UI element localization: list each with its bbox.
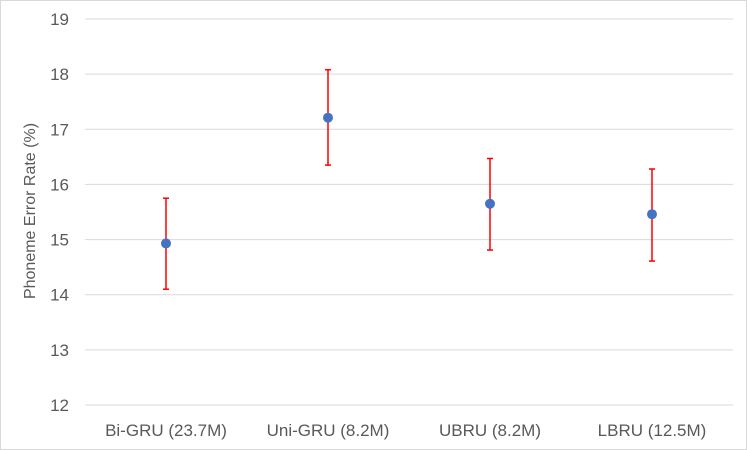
data-point-4	[647, 209, 657, 220]
y-tick-labels: 12 13 14 15 16 17 18 19	[50, 10, 69, 415]
y-tick-label-15: 15	[50, 231, 69, 250]
y-tick-label-19: 19	[50, 10, 69, 29]
y-tick-label-18: 18	[50, 65, 69, 84]
x-tick-label-2: Uni-GRU (8.2M)	[267, 421, 390, 440]
y-tick-label-16: 16	[50, 175, 69, 194]
x-tick-label-3: UBRU (8.2M)	[439, 421, 541, 440]
y-tick-label-14: 14	[50, 286, 69, 305]
data-point-3	[485, 198, 495, 209]
data-point-2	[323, 112, 333, 123]
y-tick-label-12: 12	[50, 396, 69, 415]
data-point-1	[161, 238, 171, 249]
x-tick-label-4: LBRU (12.5M)	[598, 421, 707, 440]
x-tick-labels: Bi-GRU (23.7M) Uni-GRU (8.2M) UBRU (8.2M) L…	[105, 421, 706, 440]
y-tick-label-17: 17	[50, 120, 69, 139]
gridlines	[85, 18, 733, 406]
x-tick-label-1: Bi-GRU (23.7M)	[105, 421, 227, 440]
error-bars	[163, 68, 655, 290]
y-tick-label-13: 13	[50, 341, 69, 360]
data-points	[161, 112, 657, 249]
y-axis-title: Phoneme Error Rate (%)	[22, 123, 39, 299]
